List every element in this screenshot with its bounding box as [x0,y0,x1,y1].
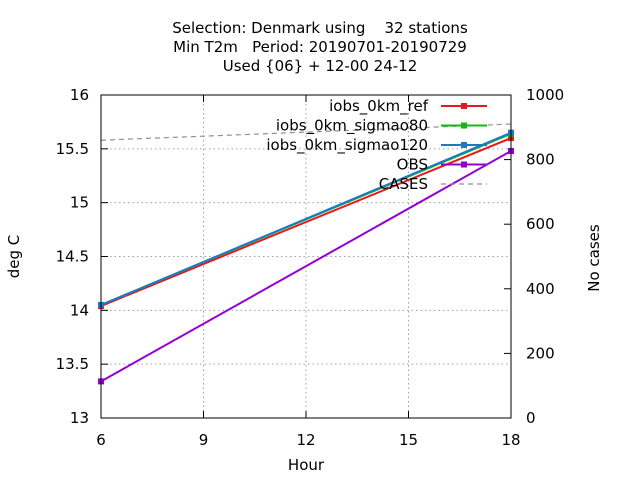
y2-tick-label-4: 800 [526,151,555,169]
y-tick-label-5: 15.5 [56,140,89,158]
x-axis-label: Hour [288,456,325,474]
legend-label-0: iobs_0km_ref [329,97,429,116]
legend-marker-0 [461,103,467,109]
y2-axis-label: No cases [585,224,603,292]
x-tick-label-1: 9 [199,431,209,449]
y-axis-label: deg C [5,235,23,279]
legend-marker-3 [461,161,467,168]
grid [101,95,511,418]
y2-tick-label-3: 600 [526,215,555,233]
y2-tick-label-1: 200 [526,344,555,362]
chart-title: Selection: Denmark using 32 stationsMin … [172,19,468,75]
legend-label-1: iobs_0km_sigmao80 [276,117,428,136]
legend-label-4: CASES [379,175,428,193]
y2-tick-label-2: 400 [526,280,555,298]
y-tick-label-4: 15 [70,194,89,212]
y-tick-label-6: 16 [70,86,89,104]
y-tick-label-3: 14.5 [56,248,89,266]
series-layer [98,123,514,385]
x-tick-label-0: 6 [96,431,106,449]
series-line-0 [100,137,512,307]
axis-ticks: 6 9 12 15 18 13 13.5 14 14.5 15 15.5 16 0 200 400 600 80… [56,86,565,449]
series-line-3 [100,150,512,383]
y-tick-label-2: 14 [70,301,89,319]
x-tick-label-3: 15 [399,431,418,449]
title-line-1: Selection: Denmark using 32 stations [172,19,468,37]
y2-tick-label-5: 1000 [526,86,564,104]
legend: iobs_0km_refiobs_0km_sigmao80iobs_0km_si… [266,97,487,193]
y-tick-label-1: 13.5 [56,355,89,373]
y2-tick-label-0: 0 [526,409,536,427]
title-line-3: Used {06} + 12-00 24-12 [223,57,418,75]
series-line-2 [100,131,512,306]
legend-label-2: iobs_0km_sigmao120 [266,136,428,155]
legend-marker-1 [461,122,467,129]
x-tick-label-2: 12 [296,431,315,449]
x-tick-label-4: 18 [501,431,520,449]
y-tick-label-0: 13 [70,409,89,427]
title-line-2: Min T2m Period: 20190701-20190729 [173,38,467,56]
legend-label-3: OBS [397,156,428,174]
legend-marker-2 [461,142,467,148]
